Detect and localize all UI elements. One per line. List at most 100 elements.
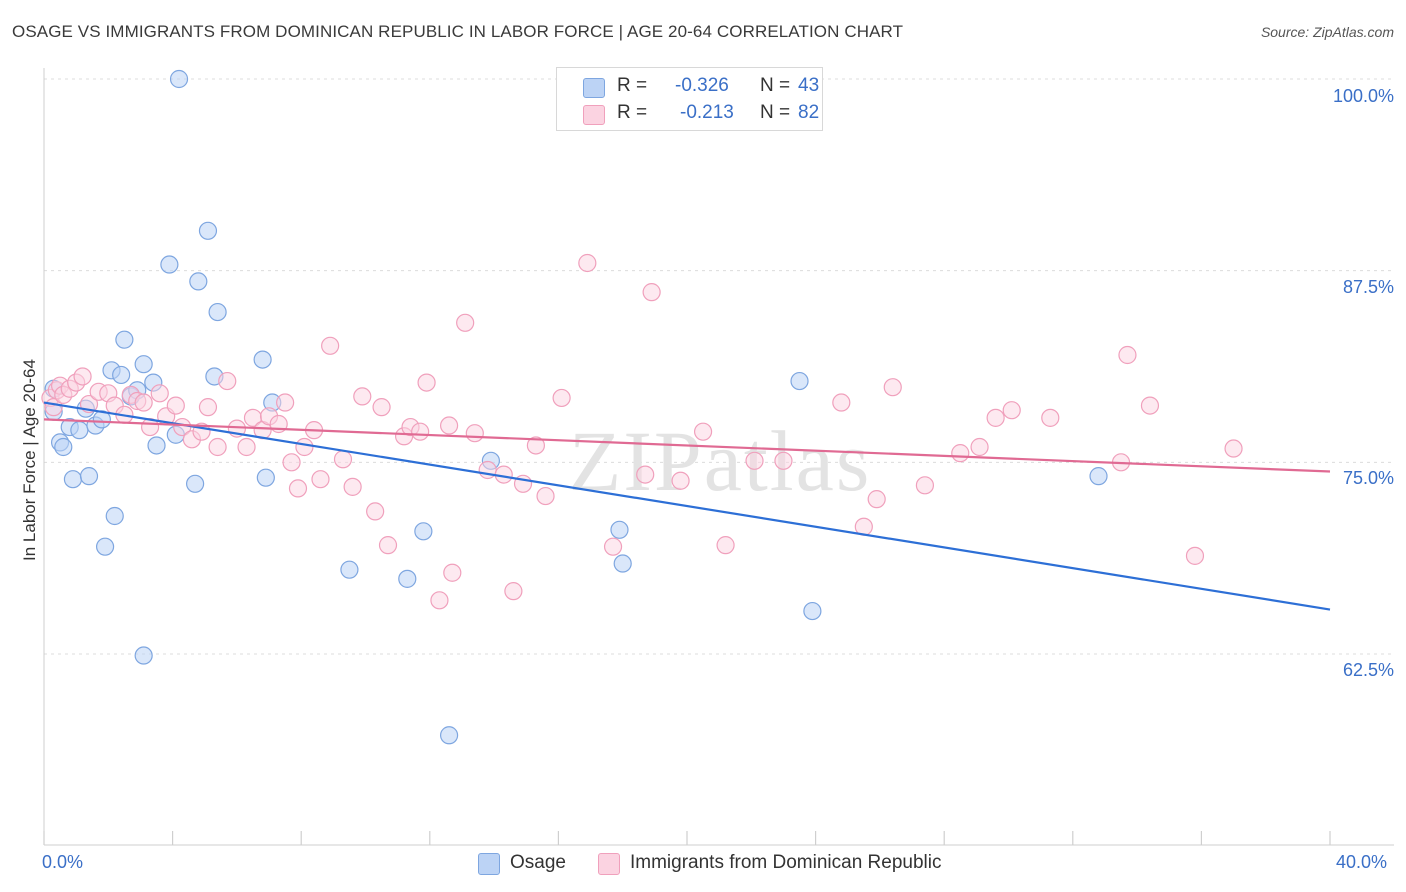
dominican-point bbox=[166, 396, 185, 415]
dominican-point bbox=[443, 563, 462, 582]
osage-point bbox=[208, 302, 227, 322]
osage-point bbox=[115, 330, 134, 349]
osage-point bbox=[256, 468, 275, 487]
dominican-point bbox=[915, 476, 935, 495]
bottom-dominican-label: Immigrants from Dominican Republic bbox=[630, 852, 942, 873]
osage-point bbox=[54, 437, 73, 457]
axes bbox=[43, 68, 1394, 846]
osage-point bbox=[253, 350, 272, 369]
osage-trend-line bbox=[43, 401, 1331, 611]
dominican-point bbox=[774, 451, 793, 470]
dominican-point bbox=[536, 486, 555, 506]
dominican-point bbox=[417, 373, 436, 392]
dominican-point bbox=[552, 388, 571, 408]
dominican-n-value: 82 bbox=[798, 102, 820, 123]
dominican-point bbox=[353, 387, 372, 406]
dominican-point bbox=[411, 422, 430, 441]
osage-point bbox=[414, 522, 433, 541]
dominican-point bbox=[150, 384, 169, 403]
dominican-point bbox=[343, 477, 362, 496]
x-tick-label-min: 0.0% bbox=[42, 852, 84, 872]
dominican-point bbox=[867, 490, 886, 509]
osage-point bbox=[70, 421, 89, 440]
dominican-point bbox=[456, 313, 475, 332]
dominican-point bbox=[578, 253, 597, 273]
dominican-point bbox=[832, 393, 851, 412]
dominican-swatch bbox=[583, 105, 605, 125]
osage-point bbox=[147, 436, 166, 455]
dominican-points bbox=[41, 253, 1243, 610]
osage-point bbox=[160, 255, 179, 274]
osage-point bbox=[189, 272, 208, 291]
osage-point bbox=[79, 467, 99, 486]
dominican-point bbox=[693, 422, 713, 441]
bottom-osage-swatch bbox=[478, 853, 500, 875]
dominican-point bbox=[970, 437, 989, 457]
watermark: ZIPatlas bbox=[569, 413, 872, 509]
source-label: Source: ZipAtlas.com bbox=[1260, 24, 1394, 40]
dominican-point bbox=[378, 536, 398, 555]
dominican-r-value: -0.213 bbox=[680, 102, 734, 123]
y-tick-label-62.5: 62.5% bbox=[1342, 660, 1394, 680]
dominican-point bbox=[951, 444, 970, 463]
dominican-point bbox=[321, 336, 340, 355]
dominican-n-label: N = bbox=[760, 102, 791, 123]
dominican-point bbox=[282, 453, 301, 472]
bottom-osage-label: Osage bbox=[510, 852, 566, 873]
dominican-point bbox=[671, 471, 690, 490]
dominican-point bbox=[603, 537, 623, 556]
x-tick-label-max: 40.0% bbox=[1336, 852, 1388, 872]
osage-point bbox=[398, 569, 417, 588]
dominican-point bbox=[883, 378, 902, 397]
dominican-point bbox=[986, 408, 1005, 427]
osage-point bbox=[63, 470, 83, 489]
dominican-point bbox=[237, 437, 256, 457]
osage-point bbox=[134, 355, 153, 374]
dominican-point bbox=[642, 283, 661, 302]
dominican-point bbox=[311, 470, 330, 489]
osage-point bbox=[340, 560, 359, 579]
dominican-point bbox=[465, 424, 484, 443]
osage-point bbox=[610, 520, 629, 539]
dominican-point bbox=[218, 371, 237, 391]
dominican-point bbox=[208, 437, 227, 457]
osage-point bbox=[134, 646, 153, 665]
dominican-point bbox=[745, 451, 764, 470]
dominican-point bbox=[439, 416, 459, 435]
dominican-point bbox=[504, 582, 523, 601]
dominican-point bbox=[366, 502, 385, 521]
osage-point bbox=[439, 726, 459, 745]
dominican-point bbox=[430, 591, 449, 610]
osage-swatch bbox=[583, 78, 605, 98]
trend-lines bbox=[43, 401, 1331, 611]
osage-point bbox=[803, 601, 822, 621]
chart-title: OSAGE VS IMMIGRANTS FROM DOMINICAN REPUB… bbox=[12, 22, 904, 41]
y-tick-label-87.5: 87.5% bbox=[1342, 277, 1394, 297]
dominican-r-label: R = bbox=[617, 102, 648, 123]
osage-point bbox=[198, 221, 218, 240]
bottom-dominican-swatch bbox=[598, 853, 620, 875]
osage-point bbox=[186, 474, 205, 493]
osage-r-label: R = bbox=[617, 75, 648, 96]
osage-point bbox=[613, 554, 632, 573]
dominican-point bbox=[526, 436, 545, 455]
dominican-point bbox=[1118, 345, 1137, 365]
y-tick-label-75: 75.0% bbox=[1342, 468, 1394, 488]
y-axis-title: In Labor Force | Age 20-64 bbox=[20, 359, 39, 561]
dominican-point bbox=[295, 437, 314, 457]
osage-point bbox=[105, 506, 124, 526]
dominican-point bbox=[1224, 439, 1243, 458]
osage-point bbox=[112, 365, 131, 385]
dominican-point bbox=[716, 536, 735, 555]
dominican-point bbox=[288, 479, 308, 498]
dominican-point bbox=[636, 465, 655, 484]
dominican-point bbox=[198, 398, 218, 417]
dominican-point bbox=[372, 398, 391, 417]
y-tick-label-100: 100.0% bbox=[1332, 86, 1394, 106]
stats-legend: R = -0.326 N = 43 R = -0.213 N = 82 bbox=[556, 67, 823, 131]
dominican-point bbox=[276, 393, 295, 412]
dominican-point bbox=[134, 393, 153, 412]
osage-point bbox=[1089, 467, 1108, 486]
dominican-point bbox=[1140, 396, 1160, 415]
